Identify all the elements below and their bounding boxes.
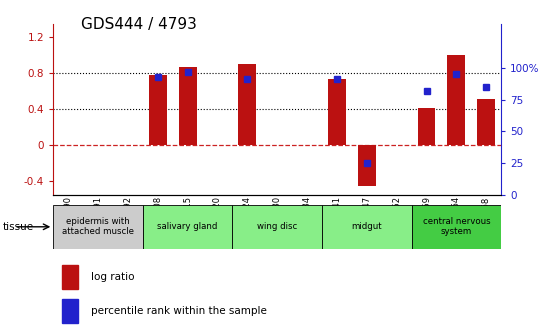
Bar xyxy=(232,205,322,249)
Bar xyxy=(418,108,436,145)
Text: tissue: tissue xyxy=(3,222,34,232)
Bar xyxy=(62,265,78,289)
Bar xyxy=(477,99,495,145)
Bar xyxy=(62,299,78,323)
Text: percentile rank within the sample: percentile rank within the sample xyxy=(91,306,267,316)
Bar xyxy=(53,205,143,249)
Bar xyxy=(322,205,412,249)
Text: log ratio: log ratio xyxy=(91,272,135,282)
Bar xyxy=(412,205,501,249)
Bar xyxy=(239,64,256,145)
Text: central nervous
system: central nervous system xyxy=(423,217,490,237)
Bar xyxy=(143,205,232,249)
Bar xyxy=(328,79,346,145)
Bar xyxy=(179,67,197,145)
Text: midgut: midgut xyxy=(352,222,382,231)
Text: salivary gland: salivary gland xyxy=(157,222,218,231)
Bar xyxy=(149,75,167,145)
Text: wing disc: wing disc xyxy=(257,222,297,231)
Text: epidermis with
attached muscle: epidermis with attached muscle xyxy=(62,217,134,237)
Bar xyxy=(358,145,376,186)
Bar xyxy=(447,55,465,145)
Text: GDS444 / 4793: GDS444 / 4793 xyxy=(81,17,197,32)
